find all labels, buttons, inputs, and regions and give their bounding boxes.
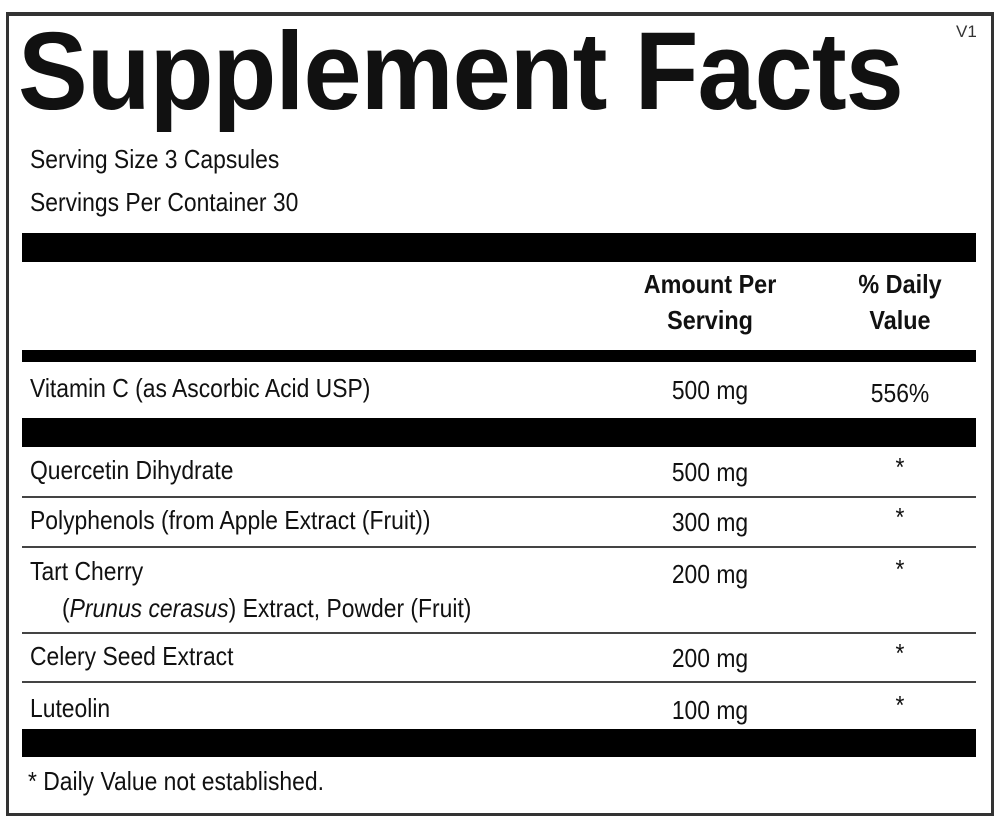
ingredient-name: Polyphenols (from Apple Extract (Fruit)) bbox=[30, 505, 431, 535]
ingredient-amount: 100 mg bbox=[671, 695, 749, 725]
ingredient-name: Vitamin C (as Ascorbic Acid USP) bbox=[30, 373, 371, 403]
ingredient-amount: 500 mg bbox=[671, 457, 749, 487]
ingredient-name: Celery Seed Extract bbox=[30, 641, 234, 671]
ingredient-dv: * bbox=[895, 452, 905, 482]
medium-divider bbox=[22, 350, 976, 362]
label-title: Supplement Facts bbox=[18, 10, 904, 133]
ingredient-subname-rest: ) Extract, Powder (Fruit) bbox=[228, 593, 472, 623]
thick-divider bbox=[22, 418, 976, 447]
serving-size: Serving Size 3 Capsules bbox=[30, 144, 280, 174]
latin-name: Prunus cerasus bbox=[69, 593, 229, 623]
amount-header-line1: Amount Per bbox=[643, 269, 777, 299]
row-divider bbox=[22, 681, 976, 683]
amount-header-line2: Serving bbox=[667, 305, 753, 335]
ingredient-amount: 300 mg bbox=[671, 507, 749, 537]
footnote: * Daily Value not established. bbox=[28, 766, 324, 796]
ingredient-amount: 200 mg bbox=[671, 643, 749, 673]
thick-divider bbox=[22, 233, 976, 262]
dv-header-line2: Value bbox=[869, 305, 931, 335]
paren: ( bbox=[62, 593, 70, 623]
ingredient-dv: * bbox=[895, 690, 905, 720]
dv-header-line1: % Daily bbox=[858, 269, 942, 299]
ingredient-dv: 556% bbox=[870, 378, 930, 408]
row-divider bbox=[22, 632, 976, 634]
ingredient-name: Quercetin Dihydrate bbox=[30, 455, 234, 485]
ingredient-subname: (Prunus cerasus) Extract, Powder (Fruit) bbox=[62, 593, 471, 623]
version-tag: V1 bbox=[956, 22, 977, 41]
ingredient-dv: * bbox=[895, 502, 905, 532]
row-divider bbox=[22, 546, 976, 548]
label-frame bbox=[6, 12, 994, 816]
ingredient-dv: * bbox=[895, 554, 905, 584]
thick-divider bbox=[22, 729, 976, 757]
amount-header: Amount Per Serving bbox=[620, 266, 800, 338]
ingredient-name: Tart Cherry bbox=[30, 556, 144, 586]
dv-header: % Daily Value bbox=[846, 266, 954, 338]
ingredient-amount: 200 mg bbox=[671, 559, 749, 589]
ingredient-dv: * bbox=[895, 638, 905, 668]
ingredient-amount: 500 mg bbox=[671, 375, 749, 405]
ingredient-name: Luteolin bbox=[30, 693, 111, 723]
servings-per-container: Servings Per Container 30 bbox=[30, 187, 299, 217]
row-divider bbox=[22, 496, 976, 498]
